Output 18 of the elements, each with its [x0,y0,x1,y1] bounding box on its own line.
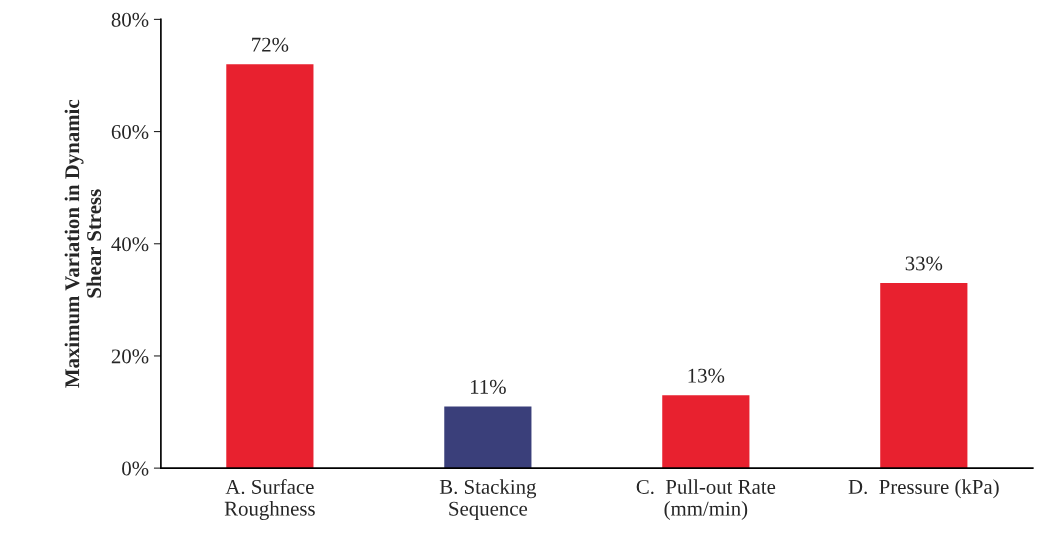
x-tick-label: D. Pressure (kPa) [848,479,999,499]
x-tick-label: B. Stacking Sequence [439,479,537,520]
bar [444,406,532,469]
data-label: 11% [470,379,506,394]
bar [226,64,314,469]
y-tick-label: 80% [111,12,149,27]
y-tick-label: 0% [122,461,149,476]
bar [662,395,750,469]
x-tick-label: A. Surface Roughness [224,479,315,520]
y-tick-label: 40% [111,237,149,252]
data-label: 72% [252,37,289,52]
y-tick-label: 60% [111,124,149,140]
y-tick-label: 20% [111,349,149,364]
y-axis-title: Maximum Variation in Dynamic Shear Stress [64,99,102,388]
x-tick-label: C. Pull-out Rate (mm/min) [636,479,776,520]
data-label: 13% [688,368,725,383]
data-label: 33% [905,256,943,271]
bar [880,283,968,469]
